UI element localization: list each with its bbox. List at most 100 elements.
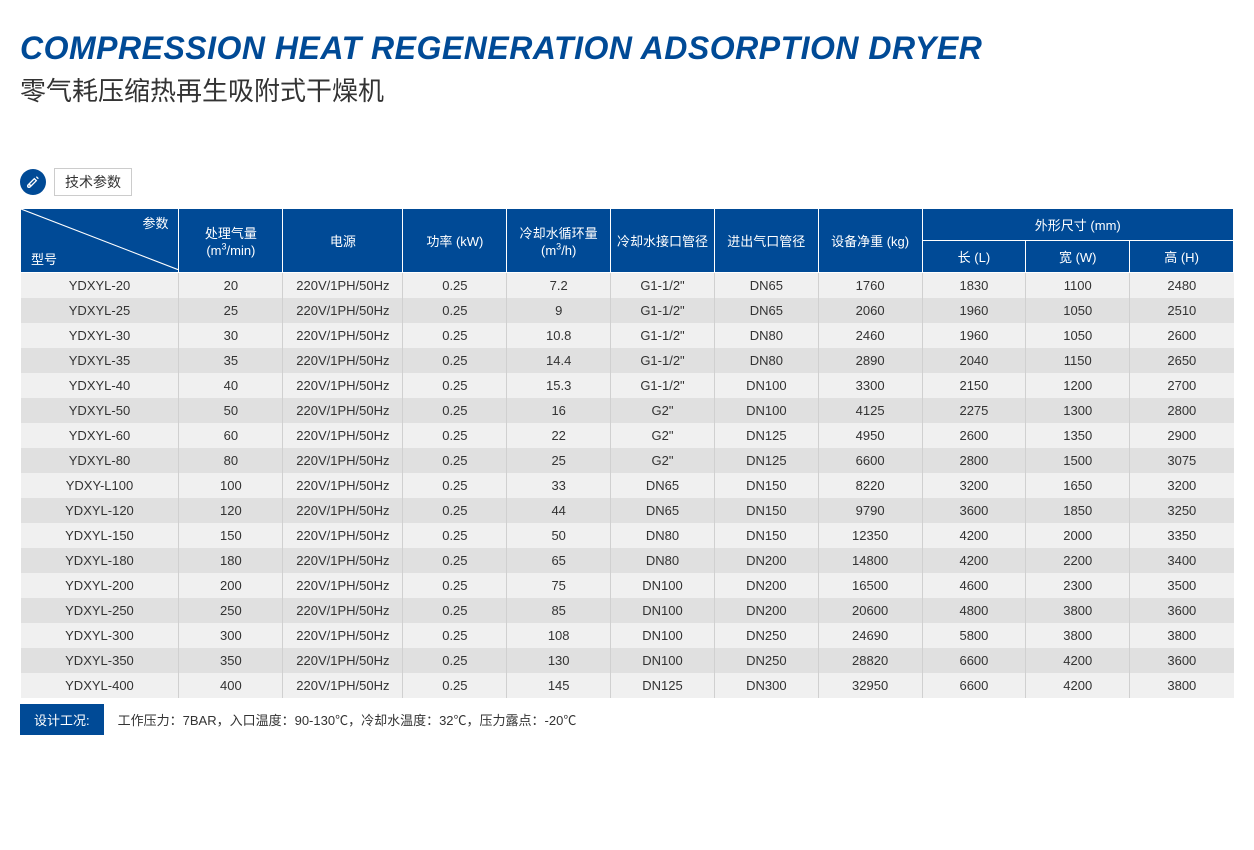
table-cell: 220V/1PH/50Hz: [283, 423, 403, 448]
table-cell: 25: [507, 448, 611, 473]
table-cell: 3300: [818, 373, 922, 398]
table-cell: YDXYL-400: [21, 673, 179, 698]
table-cell: 0.25: [403, 523, 507, 548]
table-cell: YDXYL-120: [21, 498, 179, 523]
table-cell: 200: [179, 573, 283, 598]
table-cell: G1-1/2": [611, 273, 715, 299]
table-cell: DN150: [714, 498, 818, 523]
table-cell: 220V/1PH/50Hz: [283, 398, 403, 423]
table-cell: 220V/1PH/50Hz: [283, 323, 403, 348]
title-chinese: 零气耗压缩热再生吸附式干燥机: [20, 71, 1234, 108]
table-cell: 100: [179, 473, 283, 498]
table-body: YDXYL-2020220V/1PH/50Hz0.257.2G1-1/2"DN6…: [21, 273, 1234, 699]
header-cooling-pipe: 冷却水接口管径: [611, 209, 715, 273]
table-cell: 80: [179, 448, 283, 473]
table-cell: 2650: [1130, 348, 1234, 373]
header-inlet-pipe: 进出气口管径: [714, 209, 818, 273]
table-cell: 0.25: [403, 348, 507, 373]
table-cell: 220V/1PH/50Hz: [283, 298, 403, 323]
table-cell: 3400: [1130, 548, 1234, 573]
table-cell: 3800: [1130, 623, 1234, 648]
header-model-param: 参数 型号: [21, 209, 179, 273]
table-cell: 7.2: [507, 273, 611, 299]
table-row: YDXYL-250250220V/1PH/50Hz0.2585DN100DN20…: [21, 598, 1234, 623]
table-row: YDXYL-3030220V/1PH/50Hz0.2510.8G1-1/2"DN…: [21, 323, 1234, 348]
table-cell: 12350: [818, 523, 922, 548]
table-cell: 40: [179, 373, 283, 398]
table-row: YDXY-L100100220V/1PH/50Hz0.2533DN65DN150…: [21, 473, 1234, 498]
table-row: YDXYL-2525220V/1PH/50Hz0.259G1-1/2"DN652…: [21, 298, 1234, 323]
table-cell: 50: [507, 523, 611, 548]
table-cell: 10.8: [507, 323, 611, 348]
table-cell: 16: [507, 398, 611, 423]
table-cell: YDXYL-300: [21, 623, 179, 648]
table-cell: 4200: [1026, 673, 1130, 698]
table-cell: 0.25: [403, 423, 507, 448]
table-cell: 22: [507, 423, 611, 448]
header-weight: 设备净重 (kg): [818, 209, 922, 273]
table-cell: 1050: [1026, 298, 1130, 323]
table-cell: 3800: [1130, 673, 1234, 698]
table-cell: 2060: [818, 298, 922, 323]
table-cell: DN100: [714, 373, 818, 398]
table-cell: 65: [507, 548, 611, 573]
table-cell: 8220: [818, 473, 922, 498]
table-cell: YDXYL-60: [21, 423, 179, 448]
table-cell: DN300: [714, 673, 818, 698]
design-conditions-label: 设计工况:: [20, 704, 104, 735]
table-cell: 0.25: [403, 323, 507, 348]
section-label: 技术参数: [20, 168, 132, 196]
table-cell: 14.4: [507, 348, 611, 373]
table-cell: DN125: [714, 448, 818, 473]
table-cell: 220V/1PH/50Hz: [283, 498, 403, 523]
header-capacity: 处理气量 (m3/min): [179, 209, 283, 273]
table-cell: 14800: [818, 548, 922, 573]
table-cell: 2200: [1026, 548, 1130, 573]
table-cell: 2600: [922, 423, 1026, 448]
table-row: YDXYL-400400220V/1PH/50Hz0.25145DN125DN3…: [21, 673, 1234, 698]
header-power-supply: 电源: [283, 209, 403, 273]
table-cell: 1830: [922, 273, 1026, 299]
table-cell: 220V/1PH/50Hz: [283, 623, 403, 648]
table-cell: 20600: [818, 598, 922, 623]
table-cell: 1650: [1026, 473, 1130, 498]
table-cell: 30: [179, 323, 283, 348]
table-cell: DN150: [714, 473, 818, 498]
table-cell: 6600: [818, 448, 922, 473]
table-cell: 130: [507, 648, 611, 673]
table-cell: 220V/1PH/50Hz: [283, 548, 403, 573]
table-cell: 24690: [818, 623, 922, 648]
table-cell: 1150: [1026, 348, 1130, 373]
table-cell: 0.25: [403, 473, 507, 498]
header-param-label: 参数: [142, 213, 168, 232]
table-cell: G2": [611, 398, 715, 423]
table-cell: 2000: [1026, 523, 1130, 548]
table-cell: 2040: [922, 348, 1026, 373]
table-cell: 3075: [1130, 448, 1234, 473]
table-cell: DN200: [714, 573, 818, 598]
table-cell: DN65: [611, 498, 715, 523]
table-cell: 220V/1PH/50Hz: [283, 373, 403, 398]
table-cell: YDXYL-35: [21, 348, 179, 373]
tools-icon: [20, 169, 46, 195]
table-cell: DN100: [611, 598, 715, 623]
table-cell: 50: [179, 398, 283, 423]
table-cell: 9790: [818, 498, 922, 523]
table-cell: 220V/1PH/50Hz: [283, 648, 403, 673]
table-cell: G1-1/2": [611, 348, 715, 373]
table-cell: 2480: [1130, 273, 1234, 299]
table-cell: YDXYL-350: [21, 648, 179, 673]
table-cell: 220V/1PH/50Hz: [283, 598, 403, 623]
table-cell: YDXYL-25: [21, 298, 179, 323]
table-cell: 350: [179, 648, 283, 673]
table-cell: 1850: [1026, 498, 1130, 523]
table-cell: YDXYL-20: [21, 273, 179, 299]
table-cell: 120: [179, 498, 283, 523]
table-cell: 145: [507, 673, 611, 698]
table-cell: 0.25: [403, 298, 507, 323]
table-cell: 4125: [818, 398, 922, 423]
table-cell: 220V/1PH/50Hz: [283, 448, 403, 473]
table-cell: 220V/1PH/50Hz: [283, 573, 403, 598]
table-cell: G2": [611, 423, 715, 448]
table-cell: DN65: [714, 273, 818, 299]
